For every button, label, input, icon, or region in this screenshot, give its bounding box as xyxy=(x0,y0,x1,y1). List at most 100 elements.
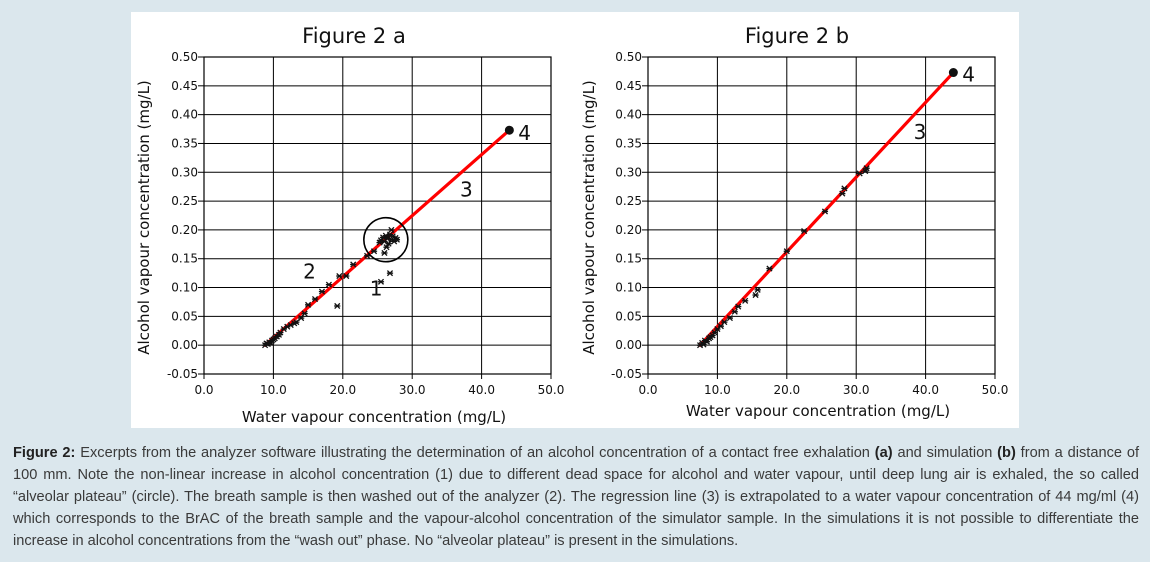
chart-title: Figure 2 b xyxy=(745,24,849,48)
data-point xyxy=(311,296,319,303)
y-tick-label: 0.35 xyxy=(171,136,198,150)
data-point xyxy=(721,319,728,326)
x-tick-label: 0.0 xyxy=(194,383,213,397)
caption-bold-b: (b) xyxy=(997,445,1016,461)
x-tick-label: 50.0 xyxy=(982,383,1009,397)
figure-caption: Figure 2: Excerpts from the analyzer sof… xyxy=(13,442,1139,552)
x-axis-label: Water vapour concentration (mg/L) xyxy=(686,402,950,420)
chart-title: Figure 2 a xyxy=(302,24,406,48)
caption-text-1: Excerpts from the analyzer software illu… xyxy=(75,445,875,461)
y-tick-label: 0.30 xyxy=(615,165,642,179)
data-point xyxy=(754,286,761,293)
endpoint-marker xyxy=(948,68,958,78)
data-point xyxy=(742,297,749,304)
y-tick-label: 0.25 xyxy=(615,194,642,208)
data-point xyxy=(336,272,343,280)
annotation-label: 2 xyxy=(303,259,316,283)
y-tick-label: 0.40 xyxy=(615,108,642,122)
data-point xyxy=(301,310,308,317)
annotation-label: 4 xyxy=(518,121,531,145)
caption-bold-a: (a) xyxy=(874,445,893,461)
plot-frame xyxy=(203,56,552,375)
x-axis-label: Water vapour concentration (mg/L) xyxy=(242,408,506,426)
y-tick-label: 0.05 xyxy=(615,309,642,323)
data-point xyxy=(839,190,846,197)
data-point xyxy=(726,315,733,322)
y-tick-label: 0.40 xyxy=(171,108,198,122)
caption-text-2: and simulation xyxy=(892,445,998,461)
y-tick-label: 0.25 xyxy=(171,194,198,208)
data-point xyxy=(350,261,357,268)
data-point xyxy=(325,281,333,288)
annotation-label: 1 xyxy=(370,277,383,301)
data-point xyxy=(305,301,312,308)
data-point xyxy=(293,319,300,326)
x-tick-label: 10.0 xyxy=(704,383,731,397)
data-point xyxy=(318,288,326,295)
plot-frame xyxy=(647,56,996,375)
y-tick-label: 0.00 xyxy=(171,338,198,352)
y-tick-label: 0.45 xyxy=(171,79,198,93)
data-point xyxy=(381,249,388,257)
data-point xyxy=(801,228,808,235)
y-tick-label: 0.10 xyxy=(615,281,642,295)
y-tick-label: 0.50 xyxy=(615,50,642,64)
annotation-label: 4 xyxy=(962,62,975,86)
data-point xyxy=(370,248,378,255)
x-tick-label: 40.0 xyxy=(468,383,495,397)
y-tick-label: 0.35 xyxy=(615,136,642,150)
data-point xyxy=(735,303,742,310)
y-axis-label: Alcohol vapour concentration (mg/L) xyxy=(135,80,153,355)
chart-a: Figure 2 a 0.50 0.45 0.40 0.35 0.30 0.25 0.20 0.… xyxy=(135,24,564,426)
x-tick-label: 10.0 xyxy=(260,383,287,397)
data-point xyxy=(334,302,341,310)
y-tick-label: 0.05 xyxy=(171,309,198,323)
x-tick-label: 20.0 xyxy=(329,383,356,397)
data-point xyxy=(386,270,394,277)
y-tick-label: 0.15 xyxy=(171,252,198,266)
y-tick-label: 0.50 xyxy=(171,50,198,64)
data-point xyxy=(783,248,790,255)
data-point xyxy=(383,244,390,251)
charts-svg: Figure 2 a 0.50 0.45 0.40 0.35 0.30 0.25 0.20 0.… xyxy=(135,24,1008,426)
x-tick-label: 50.0 xyxy=(538,383,565,397)
chart-b: Figure 2 b 0.50 0.45 0.40 0.35 0.30 0.25 0.20 0.… xyxy=(580,24,1008,420)
data-point xyxy=(343,272,350,280)
data-point xyxy=(385,240,392,247)
data-point xyxy=(731,308,738,315)
data-point xyxy=(703,338,711,345)
caption-text-3: from a distance of 100 mm. Note the non-… xyxy=(13,445,1139,549)
y-tick-label: 0.20 xyxy=(171,223,198,237)
data-point xyxy=(841,185,848,192)
data-point xyxy=(377,278,385,285)
y-tick-label: -0.05 xyxy=(167,367,198,381)
y-tick-label: 0.45 xyxy=(615,79,642,93)
data-point xyxy=(766,265,773,272)
data-point xyxy=(856,170,863,177)
x-tick-label: 40.0 xyxy=(912,383,939,397)
figure-panel: Figure 2 a 0.50 0.45 0.40 0.35 0.30 0.25 0.20 0.… xyxy=(131,12,1019,428)
data-point xyxy=(388,226,395,233)
data-point xyxy=(376,239,383,246)
annotation-label: 3 xyxy=(460,178,473,202)
y-tick-label: 0.30 xyxy=(171,165,198,179)
data-point xyxy=(821,208,829,215)
y-tick-label: 0.00 xyxy=(615,338,642,352)
y-axis-label: Alcohol vapour concentration (mg/L) xyxy=(580,80,598,355)
x-tick-label: 30.0 xyxy=(843,383,870,397)
data-point xyxy=(393,236,401,243)
y-tick-label: 0.20 xyxy=(615,223,642,237)
x-tick-label: 30.0 xyxy=(399,383,426,397)
data-point xyxy=(298,315,305,322)
data-point xyxy=(752,291,759,299)
data-point xyxy=(863,165,870,172)
y-tick-label: 0.15 xyxy=(615,252,642,266)
y-tick-label: -0.05 xyxy=(611,367,642,381)
annotation-label: 3 xyxy=(914,120,927,144)
x-tick-label: 0.0 xyxy=(638,383,657,397)
endpoint-marker xyxy=(504,125,514,135)
x-tick-label: 20.0 xyxy=(773,383,800,397)
caption-label: Figure 2: xyxy=(13,445,76,461)
alveolar-plateau-circle xyxy=(363,216,409,263)
y-tick-label: 0.10 xyxy=(171,281,198,295)
